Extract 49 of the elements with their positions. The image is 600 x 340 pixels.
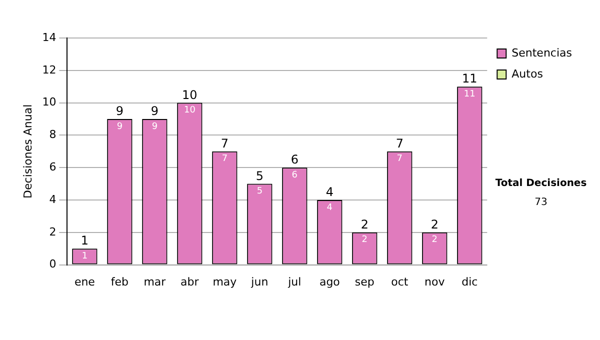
data-label: 9 [152, 122, 158, 132]
total-label: 10 [182, 88, 198, 102]
data-label: 1 [82, 251, 88, 262]
x-tick-label: may [212, 275, 238, 288]
y-tick-label: 14 [42, 30, 56, 44]
x-tick-label: mar [144, 275, 166, 288]
total-label: 5 [256, 168, 264, 183]
total-label: 2 [360, 218, 368, 232]
x-tick-label: nov [424, 275, 446, 288]
y-tick-label: 4 [49, 192, 56, 206]
y-tick-label: 8 [49, 128, 56, 142]
y-tick-label: 10 [42, 96, 56, 109]
x-tick-label: feb [110, 275, 129, 288]
x-tick-label: abr [180, 275, 200, 288]
total-label: 2 [430, 218, 438, 232]
data-label: 6 [292, 170, 298, 180]
x-tick-label: ene [74, 275, 96, 288]
data-label: 5 [256, 186, 263, 197]
data-label: 7 [396, 154, 403, 164]
y-axis-title: Decisiones Anual [21, 104, 34, 198]
x-tick-label: dic [462, 275, 478, 288]
total-label: 1 [80, 234, 89, 248]
x-tick-label: jul [287, 275, 302, 288]
y-tick-label: 0 [49, 258, 56, 271]
total-label: 6 [290, 152, 298, 167]
data-label: 2 [432, 235, 438, 246]
x-tick-label: oct [391, 275, 409, 288]
legend-label: Autos [512, 67, 544, 80]
total-label: 4 [326, 185, 334, 200]
text: Total Decisiones [494, 178, 588, 189]
data-label: 4 [326, 202, 333, 213]
y-tick-label: 2 [49, 225, 56, 238]
total-label: 7 [396, 136, 404, 151]
data-label: 11 [464, 89, 476, 100]
total-label: 9 [150, 104, 159, 118]
data-label: 10 [184, 106, 196, 116]
total-label: 9 [116, 104, 124, 118]
y-tick-label: 12 [42, 63, 56, 76]
y-tick-label: 6 [49, 160, 56, 174]
x-tick-label: ago [319, 275, 340, 288]
x-tick-label: sep [354, 275, 374, 288]
text: 73 [534, 197, 548, 208]
data-label: 9 [116, 122, 123, 132]
data-label: 7 [222, 154, 228, 164]
data-label: 2 [362, 235, 368, 246]
x-tick-label: jun [250, 275, 268, 288]
total-label: 7 [220, 136, 228, 151]
legend-label: Sentencias [512, 46, 572, 60]
total-label: 11 [462, 72, 478, 86]
